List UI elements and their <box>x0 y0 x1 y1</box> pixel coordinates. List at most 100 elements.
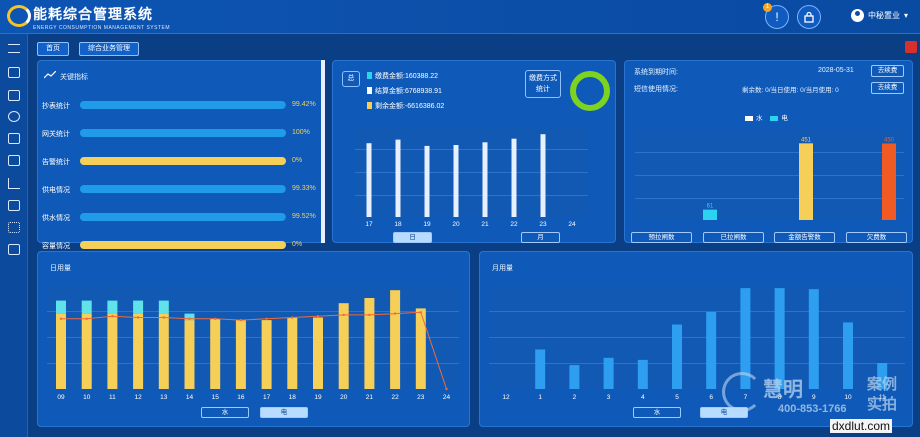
monthly-x-tick: 9 <box>812 394 816 401</box>
daily-line-point <box>419 311 422 314</box>
tab-day[interactable]: 日 <box>393 232 432 243</box>
daily-title: 日用量 <box>50 265 71 272</box>
legend-elec: 电 <box>781 115 788 122</box>
daily-tab-water[interactable]: 水 <box>201 407 249 418</box>
fee-x-tick: 21 <box>481 221 489 228</box>
kpi-value: 99.33% <box>292 185 316 192</box>
monthly-x-tick: 11 <box>879 394 886 401</box>
folder-icon[interactable] <box>8 90 20 101</box>
legend-water: 水 <box>756 115 763 122</box>
daily-x-tick: 14 <box>186 394 194 401</box>
fee-bar <box>482 142 488 217</box>
download-icon[interactable] <box>8 155 20 166</box>
daily-bar-elec <box>235 320 246 389</box>
alert-bar-label: 450 <box>884 138 895 144</box>
settings-doc-icon[interactable] <box>8 200 20 211</box>
cutoff-button[interactable]: 已拉闸数 <box>703 232 764 243</box>
settled-swatch <box>367 87 372 94</box>
daily-chart: 09 10 11 12 13 14 15 16 17 18 19 20 21 22 23 24 <box>56 290 451 401</box>
daily-x-tick: 10 <box>83 394 91 401</box>
alert-panel: 系统到期时间: 2028-05-31 去续费 短信使用情况: 剩余数: 0/当日… <box>624 60 913 243</box>
daily-bar-elec <box>415 308 426 389</box>
kpi-label: 容量情况 <box>42 243 70 250</box>
monthly-bar <box>808 289 819 389</box>
breadcrumb-home[interactable]: 首页 <box>37 42 69 56</box>
kpi-progress-bar <box>80 213 286 221</box>
user-menu[interactable]: 中秘置业 ▾ <box>850 9 908 22</box>
tab-month[interactable]: 月 <box>521 232 560 243</box>
monthly-tab-water[interactable]: 水 <box>633 407 681 418</box>
fee-bar <box>366 143 372 217</box>
pre-cutoff-button[interactable]: 预拉闸数 <box>631 232 692 243</box>
daily-x-tick: 19 <box>314 394 322 401</box>
fee-line-paid: 缴费金额:160388.22 <box>367 71 438 81</box>
daily-x-tick: 15 <box>212 394 220 401</box>
fee-x-tick: 18 <box>394 221 402 228</box>
daily-bar-elec <box>210 318 221 389</box>
daily-line <box>61 311 447 390</box>
kpi-progress-bar <box>80 129 286 137</box>
daily-x-tick: 24 <box>443 394 451 401</box>
renew-button[interactable]: 去续费 <box>871 65 904 77</box>
trend-icon <box>44 71 56 79</box>
gridline <box>489 363 905 364</box>
monthly-chart: 12 1 2 3 4 5 6 7 8 9 10 11 <box>502 288 888 401</box>
alert-bar-elec <box>882 143 896 220</box>
avatar <box>850 9 864 22</box>
daily-x-tick: 13 <box>160 394 168 401</box>
monitor-icon[interactable] <box>8 133 20 144</box>
fee-bar <box>424 145 430 217</box>
amount-alert-button[interactable]: 金额告警数 <box>774 232 835 243</box>
kpi-progress-bar <box>80 185 286 193</box>
fee-x-tick: 17 <box>365 221 373 228</box>
renew-sms-button[interactable]: 去续费 <box>871 82 904 94</box>
gridline <box>635 152 904 153</box>
alert-bar-label: 61 <box>707 204 714 210</box>
daily-bar-elec <box>313 317 323 389</box>
watermark-suffix2: 实拍 <box>867 396 898 413</box>
arrears-button[interactable]: 欠费数 <box>846 232 907 243</box>
fee-x-tick: 24 <box>568 221 576 228</box>
daily-bar-elec <box>184 320 195 389</box>
alert-bar-water <box>799 143 813 220</box>
legend-water-swatch <box>745 116 753 121</box>
monthly-x-tick: 8 <box>778 394 782 401</box>
monthly-tab-elec[interactable]: 电 <box>700 407 748 418</box>
payment-method-button[interactable]: 缴费方式统计 <box>525 70 561 98</box>
kpi-progress-bar <box>80 157 286 165</box>
monthly-panel: 月用量 12 1 2 3 4 5 6 7 8 9 10 11 水 电 <box>479 251 913 427</box>
paid-swatch <box>367 72 372 79</box>
close-button[interactable] <box>905 41 917 53</box>
daily-bar-water <box>56 300 66 314</box>
daily-bar-elec <box>133 313 144 389</box>
kpi-progress-fill <box>80 185 285 193</box>
divider <box>321 60 325 243</box>
fee-bar <box>395 139 401 217</box>
daily-bar-water <box>107 300 118 314</box>
alert-button[interactable]: 1 ! <box>763 3 789 29</box>
currency-icon[interactable] <box>8 111 20 122</box>
breadcrumb-business[interactable]: 综合业务管理 <box>79 42 139 56</box>
kpi-panel: 关键指标 <box>37 60 324 243</box>
kpi-progress-fill <box>80 129 286 137</box>
fee-panel: 总 缴费金额:160388.22 结算金额:6768938.91 剩余金额:-6… <box>332 60 616 243</box>
image-icon[interactable] <box>8 67 20 78</box>
card-icon[interactable] <box>8 244 20 255</box>
daily-line-point <box>188 317 191 320</box>
line-chart-icon[interactable] <box>8 178 20 189</box>
gridline <box>489 311 905 312</box>
monthly-bar <box>603 357 614 389</box>
watermark-suffix1: 案例 <box>867 376 898 393</box>
expiry-date: 2028-05-31 <box>818 67 854 74</box>
chevron-down-icon: ▾ <box>903 11 908 20</box>
lock-button[interactable] <box>797 5 821 29</box>
app-title: 能耗综合管理系统 <box>33 6 153 22</box>
daily-line-point <box>111 315 114 318</box>
grid-icon[interactable] <box>8 222 20 233</box>
monthly-bar <box>740 288 751 389</box>
daily-bar-elec <box>81 313 92 389</box>
daily-tab-elec[interactable]: 电 <box>260 407 308 418</box>
daily-line-point <box>214 317 217 320</box>
menu-icon[interactable] <box>8 44 20 53</box>
gridline <box>47 311 459 312</box>
